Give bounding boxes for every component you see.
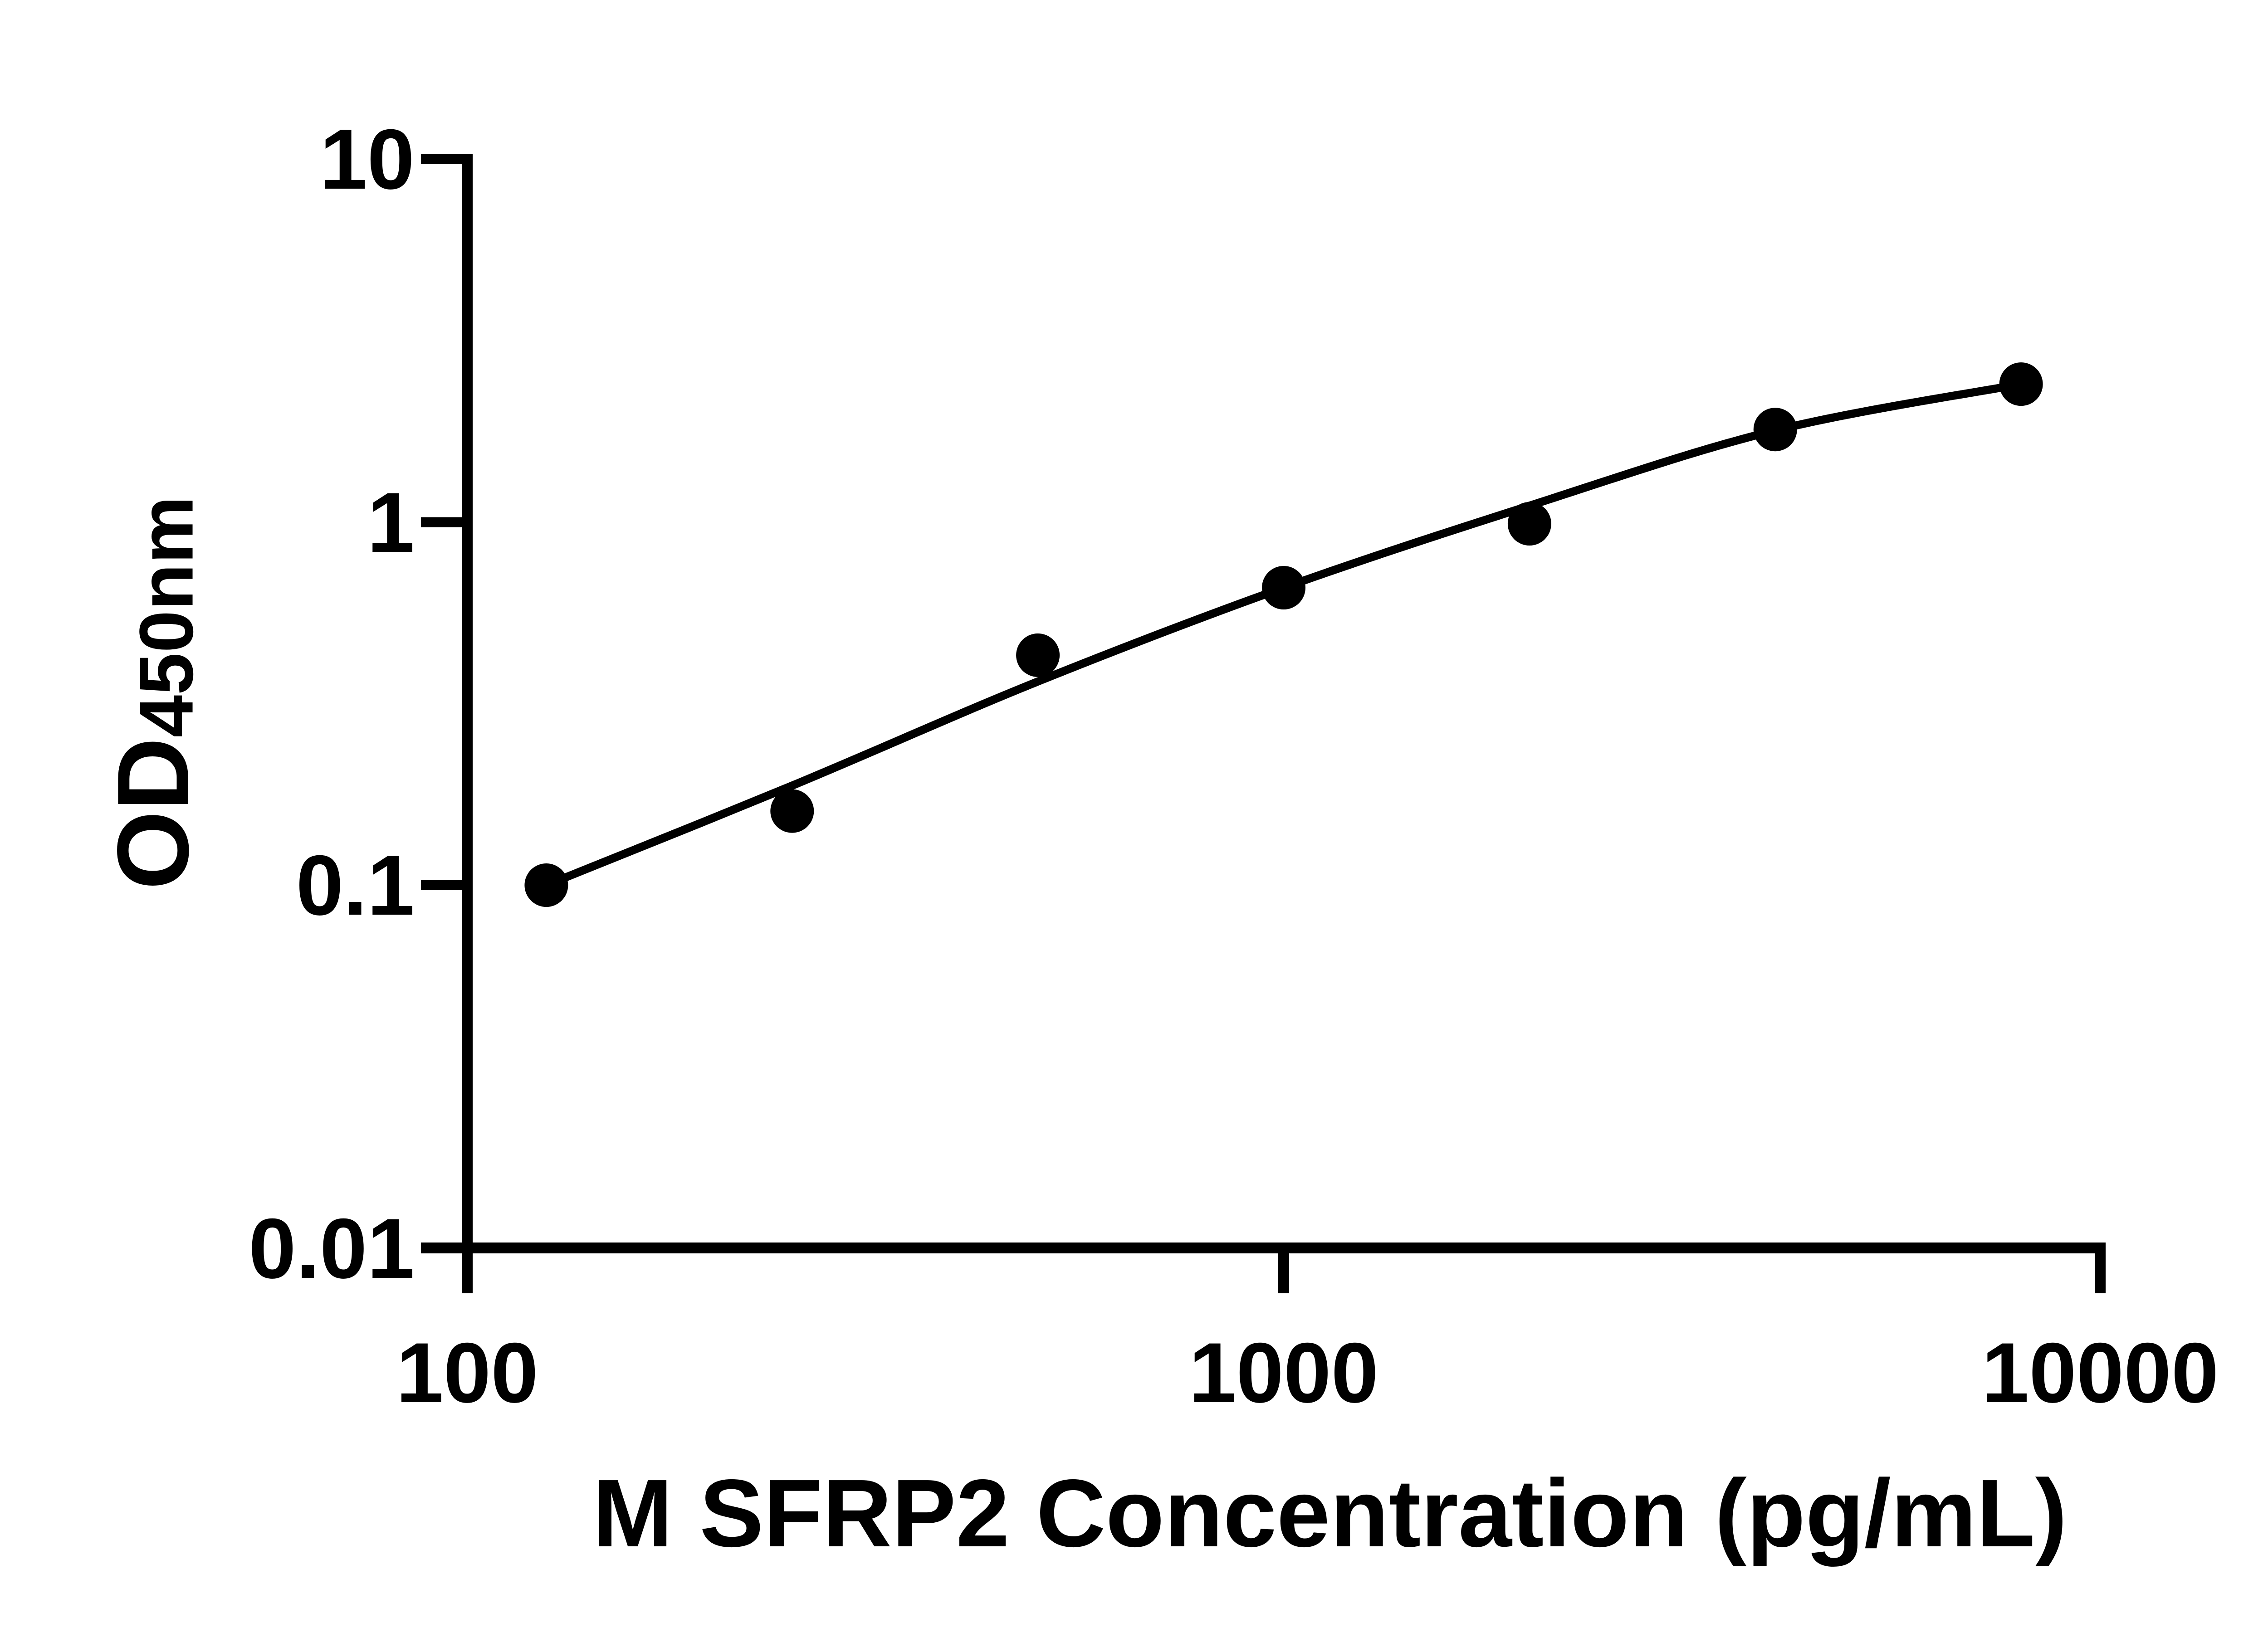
x-tick-label: 100 — [396, 1325, 538, 1420]
x-axis-title: M SFRP2 Concentration (pg/mL) — [592, 1459, 2068, 1567]
x-tick-label: 10000 — [1981, 1325, 2219, 1420]
fit-curve-line — [542, 380, 2025, 889]
y-axis-title-subscript: 450nm — [123, 496, 209, 738]
y-tick-label: 0.1 — [296, 838, 415, 933]
data-point-marker — [1999, 362, 2043, 406]
y-axis-title: OD450nm — [96, 496, 220, 890]
elisa-standard-curve-figure: 10 1 0.1 0.01 100 1000 10000 M SFRP2 Con… — [18, 7, 2268, 1640]
x-tick-label: 1000 — [1188, 1325, 1379, 1420]
data-point-marker — [1753, 408, 1797, 452]
data-point-marker — [524, 863, 568, 907]
data-point-marker — [1262, 566, 1305, 609]
data-point-marker — [1507, 502, 1551, 546]
y-tick-label: 10 — [319, 112, 415, 207]
chart-canvas — [421, 154, 2106, 1293]
data-point-marker — [1016, 633, 1060, 677]
y-axis-title-main: OD — [96, 737, 210, 890]
y-tick-label: 1 — [367, 474, 415, 570]
y-tick-label: 0.01 — [249, 1200, 415, 1296]
data-point-marker — [770, 789, 814, 833]
